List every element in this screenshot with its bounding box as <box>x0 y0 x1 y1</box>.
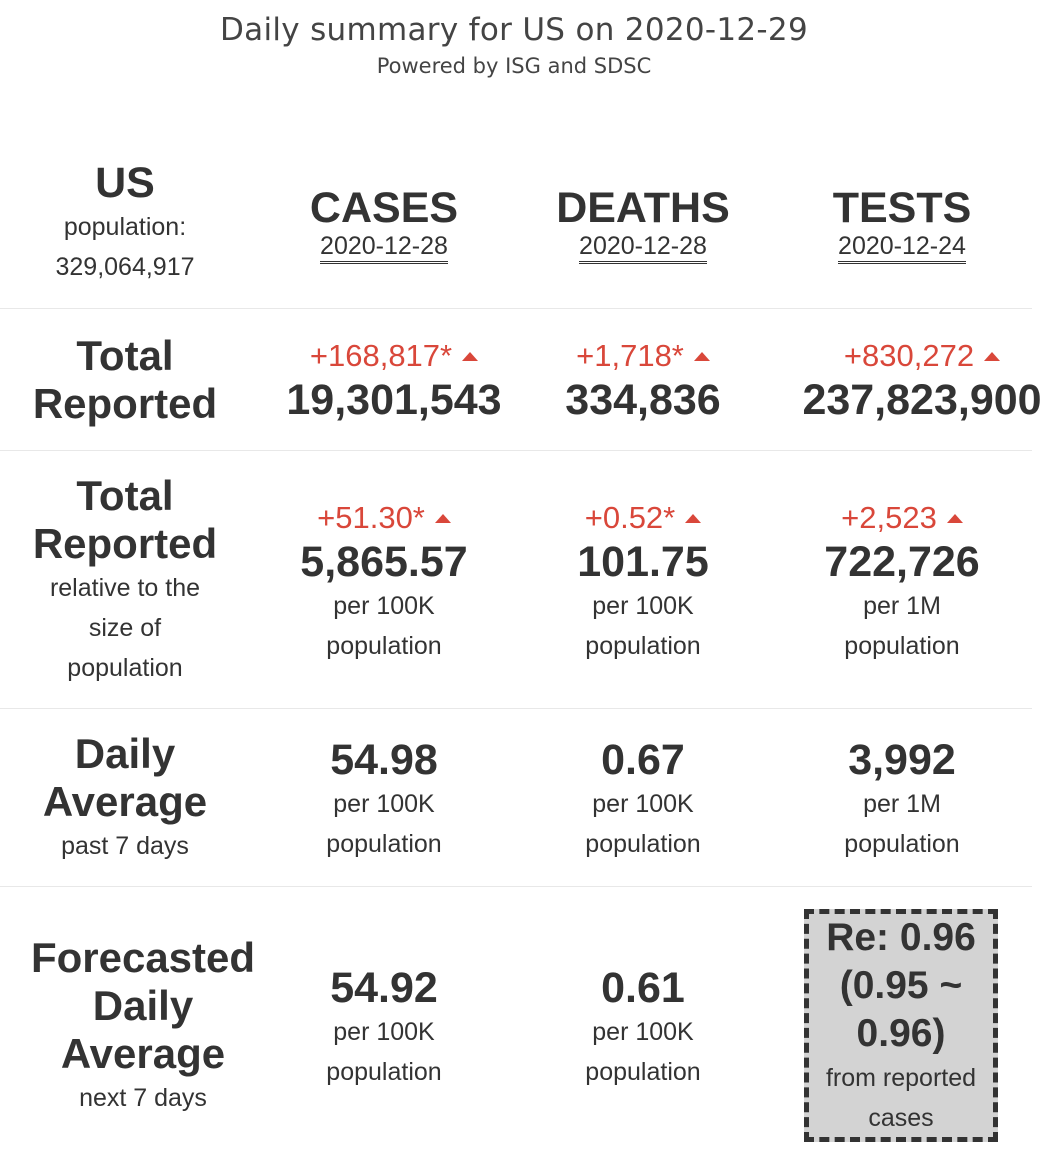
relative-deaths-cell: +0.52* 101.75 per 100K population <box>514 494 772 670</box>
cases-delta-text: +168,817* <box>309 338 453 373</box>
unit-line1: per 1M <box>863 592 941 620</box>
up-triangle-icon <box>685 513 702 523</box>
row-subtitle-line3: population <box>67 654 183 682</box>
deaths-daily-value: 0.67 <box>601 736 685 784</box>
cases-relative-delta: +51.30* <box>317 498 451 538</box>
unit-line2: population <box>844 632 960 660</box>
column-title-deaths: DEATHS <box>556 183 730 232</box>
row-subtitle-line2: size of <box>88 614 162 642</box>
cases-relative-value: 5,865.57 <box>300 538 468 586</box>
unit-line1: per 100K <box>333 592 435 620</box>
row-title-line1: Daily <box>74 730 176 777</box>
up-triangle-icon <box>984 351 1001 361</box>
row-divider <box>0 308 1032 309</box>
re-value-line1: Re: 0.96 <box>826 915 976 959</box>
total-tests-cell: +830,272 237,823,900 <box>796 332 1048 428</box>
tests-relative-delta-text: +2,523 <box>841 500 937 535</box>
relative-cases-cell: +51.30* 5,865.57 per 100K population <box>254 494 514 670</box>
tests-delta: +830,272 <box>843 336 1001 376</box>
forecast-deaths-cell: 0.61 per 100K population <box>514 964 772 1092</box>
tests-relative-delta: +2,523 <box>841 498 963 538</box>
unit-line2: population <box>844 830 960 858</box>
unit-line2: population <box>585 632 701 660</box>
unit-line1: per 100K <box>333 1018 435 1046</box>
deaths-relative-delta: +0.52* <box>585 498 702 538</box>
daily-cases-cell: 54.98 per 100K population <box>254 736 514 864</box>
row-title-line1: Forecasted <box>30 934 256 981</box>
deaths-relative-value: 101.75 <box>577 538 709 586</box>
column-title-cases: CASES <box>309 183 459 232</box>
cases-daily-value: 54.98 <box>330 736 438 784</box>
unit-line2: population <box>326 632 442 660</box>
unit-line1: per 100K <box>592 790 694 818</box>
relative-tests-cell: +2,523 722,726 per 1M population <box>772 494 1032 670</box>
forecast-label: Forecasted Daily Average next 7 days <box>0 934 286 1118</box>
deaths-forecast-value: 0.61 <box>601 964 685 1012</box>
row-subtitle: past 7 days <box>61 832 189 860</box>
relative-label: Total Reported relative to the size of p… <box>0 472 250 688</box>
tests-total: 237,823,900 <box>802 376 1042 424</box>
daily-deaths-cell: 0.67 per 100K population <box>514 736 772 864</box>
forecast-cases-cell: 54.92 per 100K population <box>254 964 514 1092</box>
population-value: 329,064,917 <box>55 253 195 281</box>
column-header-cases: CASES 2020-12-28 <box>254 178 514 270</box>
unit-line1: per 100K <box>333 790 435 818</box>
cases-total: 19,301,543 <box>286 376 502 424</box>
column-title-tests: TESTS <box>832 183 972 232</box>
tests-date-link[interactable]: 2020-12-24 <box>838 231 966 264</box>
unit-line1: per 1M <box>863 790 941 818</box>
row-divider <box>0 708 1032 709</box>
up-triangle-icon <box>946 513 963 523</box>
re-value-line3: 0.96) <box>856 1011 946 1055</box>
population-label: population: <box>63 213 187 241</box>
tests-daily-value: 3,992 <box>848 736 956 784</box>
row-title-line1: Total <box>76 472 174 519</box>
up-triangle-icon <box>462 351 479 361</box>
total-cases-cell: +168,817* 19,301,543 <box>264 332 524 428</box>
deaths-relative-delta-text: +0.52* <box>584 500 676 535</box>
row-title-line2: Reported <box>32 520 218 567</box>
cases-delta: +168,817* <box>309 336 479 376</box>
row-title-line2: Average <box>42 778 208 825</box>
cases-date-link[interactable]: 2020-12-28 <box>320 231 448 264</box>
page-subtitle: Powered by ISG and SDSC <box>376 54 652 78</box>
row-title-line1: Total <box>76 332 174 379</box>
re-source-line2: cases <box>868 1103 934 1132</box>
daily-average-label: Daily Average past 7 days <box>0 730 250 866</box>
re-estimate-box: Re: 0.96 (0.95 ~ 0.96) from reported cas… <box>804 909 998 1142</box>
row-subtitle: next 7 days <box>79 1084 207 1112</box>
row-title-line2: Reported <box>32 380 218 427</box>
daily-tests-cell: 3,992 per 1M population <box>772 736 1032 864</box>
column-header-deaths: DEATHS 2020-12-28 <box>514 178 772 270</box>
up-triangle-icon <box>693 351 710 361</box>
re-source-line1: from reported <box>825 1063 977 1092</box>
re-value-line2: (0.95 ~ <box>839 963 963 1007</box>
cases-relative-delta-text: +51.30* <box>317 500 425 535</box>
tests-delta-text: +830,272 <box>843 338 975 373</box>
row-divider <box>0 450 1032 451</box>
row-divider <box>0 886 1032 887</box>
unit-line2: population <box>326 1058 442 1086</box>
up-triangle-icon <box>434 513 451 523</box>
cases-forecast-value: 54.92 <box>330 964 438 1012</box>
row-title-line3: Average <box>60 1030 226 1077</box>
unit-line1: per 100K <box>592 1018 694 1046</box>
deaths-total: 334,836 <box>565 376 721 424</box>
region-info: US population: 329,064,917 <box>0 158 250 288</box>
unit-line2: population <box>585 830 701 858</box>
deaths-delta-text: +1,718* <box>576 338 684 373</box>
deaths-date-link[interactable]: 2020-12-28 <box>579 231 707 264</box>
total-reported-label: Total Reported <box>0 330 250 430</box>
tests-relative-value: 722,726 <box>824 538 980 586</box>
region-name: US <box>95 159 155 207</box>
unit-line1: per 100K <box>592 592 694 620</box>
row-subtitle-line1: relative to the <box>49 574 201 602</box>
row-title-line2: Daily <box>92 982 194 1029</box>
deaths-delta: +1,718* <box>576 336 710 376</box>
unit-line2: population <box>585 1058 701 1086</box>
unit-line2: population <box>326 830 442 858</box>
page-title: Daily summary for US on 2020-12-29 <box>220 12 808 48</box>
total-deaths-cell: +1,718* 334,836 <box>514 332 772 428</box>
column-header-tests: TESTS 2020-12-24 <box>772 178 1032 270</box>
